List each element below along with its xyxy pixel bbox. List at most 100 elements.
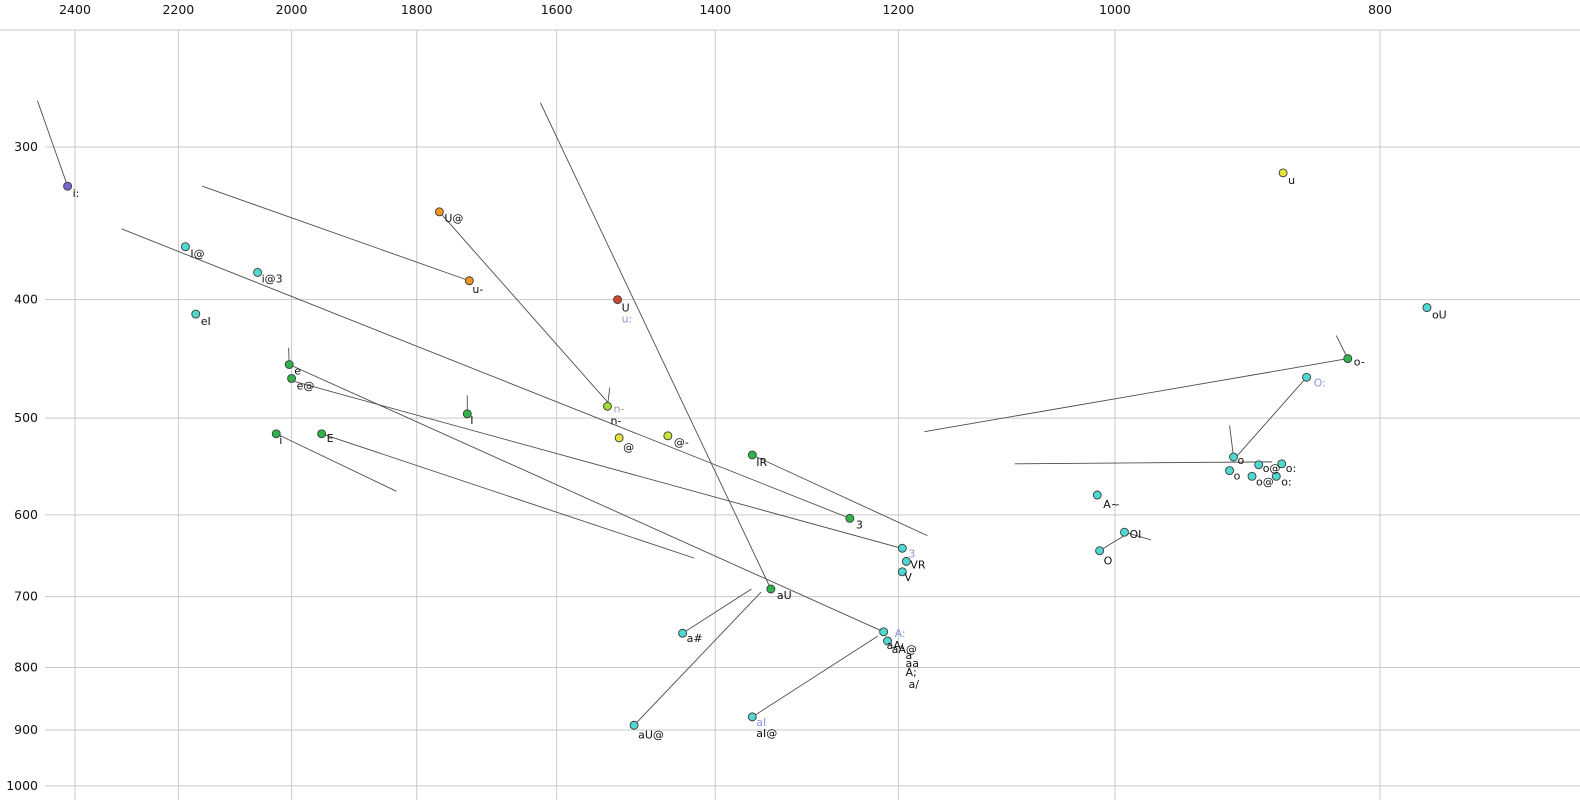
trajectory-line [1014, 461, 1273, 465]
vowel-point [747, 450, 757, 460]
vowel-point [191, 309, 201, 319]
vowel-label: U [622, 302, 630, 315]
y-tick-label: 800 [14, 659, 38, 674]
x-tick-label: 1600 [541, 2, 573, 17]
y-tick-label: 900 [14, 722, 38, 737]
vowel-point [1229, 452, 1238, 462]
vowel-label: o: [1286, 462, 1296, 475]
vowel-label: o [1238, 454, 1245, 467]
vowel-point [678, 628, 688, 638]
vowel-point [1277, 459, 1287, 469]
vowel-label: aU@ [638, 728, 664, 741]
vowel-label: aA: [887, 639, 905, 652]
vowel-label: V [904, 571, 912, 584]
x-tick-label: 1200 [882, 2, 914, 17]
vowel-point [1247, 471, 1257, 481]
trajectory-line [202, 185, 470, 282]
vowel-label: 3 [856, 518, 863, 531]
y-tick-label: 400 [14, 292, 38, 307]
vowel-label: @- [674, 436, 689, 449]
vowel-point [897, 543, 907, 553]
vowel-point [1092, 490, 1102, 500]
vowel-point [602, 401, 612, 411]
y-tick-label: 600 [14, 507, 38, 522]
vowel-label: I [470, 414, 473, 427]
vowel-label: u [1288, 174, 1295, 187]
trajectory-line [1099, 533, 1128, 552]
vowel-label: a/ [909, 678, 920, 691]
vowel-point [271, 429, 281, 439]
trajectory-line [37, 100, 69, 187]
vowel-point [287, 373, 297, 383]
vowel-label: aU [777, 589, 792, 602]
trajectory-line [540, 102, 772, 590]
vowel-point [1254, 460, 1264, 470]
vowel-label: eI [201, 315, 211, 328]
vowel-label: u: [622, 313, 633, 326]
vowel-label: aA@ [892, 643, 917, 656]
vowel-label: aa [906, 657, 919, 670]
vowel-label: n- [613, 402, 624, 415]
vowel-point [897, 567, 907, 577]
vowel-label: o- [1354, 356, 1365, 369]
vowel-point [1120, 527, 1129, 537]
y-tick-label: 1000 [6, 778, 38, 793]
trajectory-line [1235, 376, 1307, 458]
x-tick-label: 1400 [699, 2, 731, 17]
vowel-label: U@ [444, 212, 463, 225]
x-tick-label: 1800 [401, 2, 433, 17]
vowel-label: e [294, 365, 301, 378]
vowel-label: o [1234, 470, 1241, 483]
vowel-point [901, 556, 911, 566]
vowel-label: IR [756, 456, 767, 469]
vowel-point [1422, 303, 1432, 313]
vowel-point [1278, 168, 1288, 178]
vowel-point [1271, 471, 1281, 481]
vowel-label: O [1104, 555, 1113, 568]
vowel-label: 3 [908, 547, 915, 560]
vowel-point [663, 431, 673, 441]
trajectory-line [1124, 531, 1152, 541]
vowel-point [462, 409, 472, 419]
x-tick-label: 800 [1368, 2, 1392, 17]
trajectory-line [439, 211, 608, 403]
vowel-label: i: [73, 187, 80, 200]
vowel-point [464, 276, 474, 286]
trajectory-line [752, 454, 928, 537]
vowel-point [747, 712, 757, 722]
vowel-label: e@ [297, 379, 315, 392]
vowel-label: A; [906, 666, 917, 679]
vowel-label: u- [472, 283, 483, 296]
x-tick-label: 2000 [276, 2, 308, 17]
x-tick-label: 1000 [1099, 2, 1131, 17]
trajectory-line [1229, 425, 1234, 458]
vowel-point [1302, 372, 1312, 382]
vowel-point [613, 295, 623, 305]
trajectory-line [633, 591, 762, 726]
vowel-point [1095, 546, 1105, 556]
trajectory-line [276, 433, 397, 492]
vowel-point [629, 720, 639, 730]
vowel-point [845, 513, 855, 523]
vowel-point [614, 433, 624, 443]
vowel-label: @ [623, 441, 634, 454]
vowel-label: n- [610, 414, 621, 427]
trajectory-line [752, 635, 878, 718]
y-tick-label: 500 [14, 410, 38, 425]
vowel-label: o@ [1263, 462, 1281, 475]
vowel-label: VR [910, 558, 926, 571]
vowel-point [879, 627, 889, 637]
vowel-label: aI@ [756, 727, 777, 740]
vowel-label: aI [756, 716, 766, 729]
vowel-point [766, 584, 776, 594]
vowel-point [63, 181, 73, 191]
vowel-point [284, 360, 294, 369]
vowel-label: a# [687, 632, 703, 645]
trajectory-line [289, 364, 884, 633]
trajectory-line [924, 358, 1348, 433]
vowel-label: I@ [190, 248, 204, 261]
vowel-point [317, 429, 327, 439]
trajectory-line [121, 228, 851, 519]
vowel-point [180, 242, 190, 252]
